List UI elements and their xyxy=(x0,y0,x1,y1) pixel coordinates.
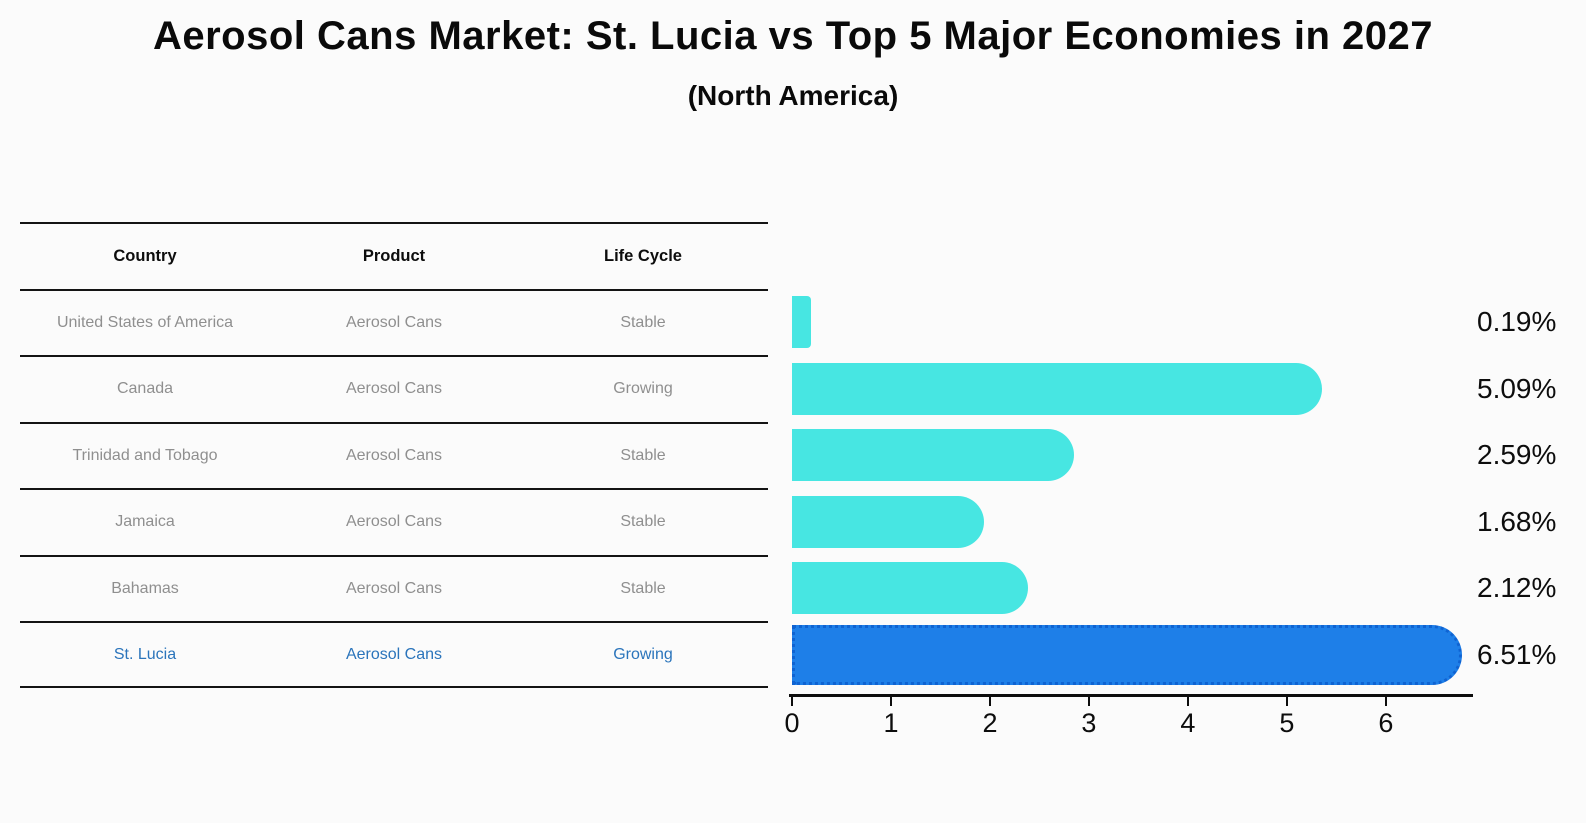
value-label: 2.12% xyxy=(1477,572,1557,604)
x-axis-tick-mark xyxy=(889,697,892,706)
value-label: 2.59% xyxy=(1477,439,1557,471)
life-cycle-cell: Stable xyxy=(620,313,666,331)
table-row-highlight-st-lucia: St. Lucia Aerosol Cans Growing xyxy=(20,621,768,688)
value-label: 1.68% xyxy=(1477,505,1557,537)
bar-chart-plot: 0.19% 5.09% 2.59% 1.68% 2.12% 6.51% 0 1 2 3… xyxy=(784,289,1586,823)
product-cell: Aerosol Cans xyxy=(345,645,443,663)
country-table: Country Product Life Cycle United States… xyxy=(20,222,768,688)
country-cell: Trinidad and Tobago xyxy=(72,446,218,464)
product-cell: Aerosol Cans xyxy=(345,580,443,597)
x-axis-tick-label: 6 xyxy=(1378,708,1394,738)
life-cycle-cell: Stable xyxy=(620,513,666,531)
x-axis-tick-mark xyxy=(1285,697,1288,706)
bar-st-lucia-highlight xyxy=(792,624,1463,685)
page-subtitle: (North America) xyxy=(687,80,899,111)
country-cell: Jamaica xyxy=(115,513,175,531)
product-cell: Aerosol Cans xyxy=(345,313,443,331)
column-header-country: Country xyxy=(113,246,177,265)
bar-trinidad-and-tobago xyxy=(792,429,1075,482)
bar-united-states xyxy=(792,296,811,348)
column-header-life-cycle: Life Cycle xyxy=(604,246,682,265)
product-cell: Aerosol Cans xyxy=(345,513,443,531)
bar-row: 2.12% xyxy=(792,555,1586,622)
life-cycle-cell: Stable xyxy=(620,580,666,597)
x-axis-line xyxy=(789,694,1473,697)
table-row: Jamaica Aerosol Cans Stable xyxy=(20,488,768,555)
bar-bahamas xyxy=(792,562,1028,615)
bar-row: 2.59% xyxy=(792,422,1586,489)
bar-row: 1.68% xyxy=(792,489,1586,556)
x-axis-tick-label: 2 xyxy=(982,708,998,738)
table-row: Bahamas Aerosol Cans Stable xyxy=(20,554,768,622)
bar-canada xyxy=(792,362,1322,415)
value-label: 6.51% xyxy=(1477,638,1557,670)
table-row: United States of America Aerosol Cans St… xyxy=(20,288,768,356)
country-cell: United States of America xyxy=(56,313,234,331)
country-cell: Bahamas xyxy=(111,580,179,597)
table-header-row: Country Product Life Cycle xyxy=(20,222,768,289)
x-axis-tick-mark xyxy=(1087,697,1090,706)
life-cycle-cell: Stable xyxy=(620,446,666,464)
x-axis-tick-mark xyxy=(1186,697,1189,706)
country-cell: Canada xyxy=(116,380,174,398)
bar-jamaica xyxy=(792,495,985,548)
x-axis-tick-mark xyxy=(988,697,991,706)
x-axis-tick-label: 1 xyxy=(883,708,899,738)
x-axis-tick-label: 3 xyxy=(1081,708,1097,738)
table-row: Trinidad and Tobago Aerosol Cans Stable xyxy=(20,421,768,489)
x-axis-tick-mark xyxy=(791,697,793,706)
bar-row: 6.51% xyxy=(792,622,1586,689)
x-axis-tick-label: 0 xyxy=(784,708,800,738)
page-title: Aerosol Cans Market: St. Lucia vs Top 5 … xyxy=(152,14,1433,58)
bar-row: 0.19% xyxy=(792,289,1586,356)
column-header-product: Product xyxy=(362,246,426,265)
life-cycle-cell: Growing xyxy=(613,645,673,663)
value-label: 5.09% xyxy=(1477,372,1557,404)
product-cell: Aerosol Cans xyxy=(345,446,443,464)
x-axis-tick-label: 5 xyxy=(1279,708,1295,738)
product-cell: Aerosol Cans xyxy=(345,380,443,398)
bar-row: 5.09% xyxy=(792,356,1586,423)
x-axis-tick-label: 4 xyxy=(1180,708,1196,738)
value-label: 0.19% xyxy=(1477,306,1557,337)
x-axis-tick-mark xyxy=(1384,697,1387,706)
table-row: Canada Aerosol Cans Growing xyxy=(20,355,768,422)
country-cell: St. Lucia xyxy=(113,645,177,663)
life-cycle-cell: Growing xyxy=(613,380,673,398)
